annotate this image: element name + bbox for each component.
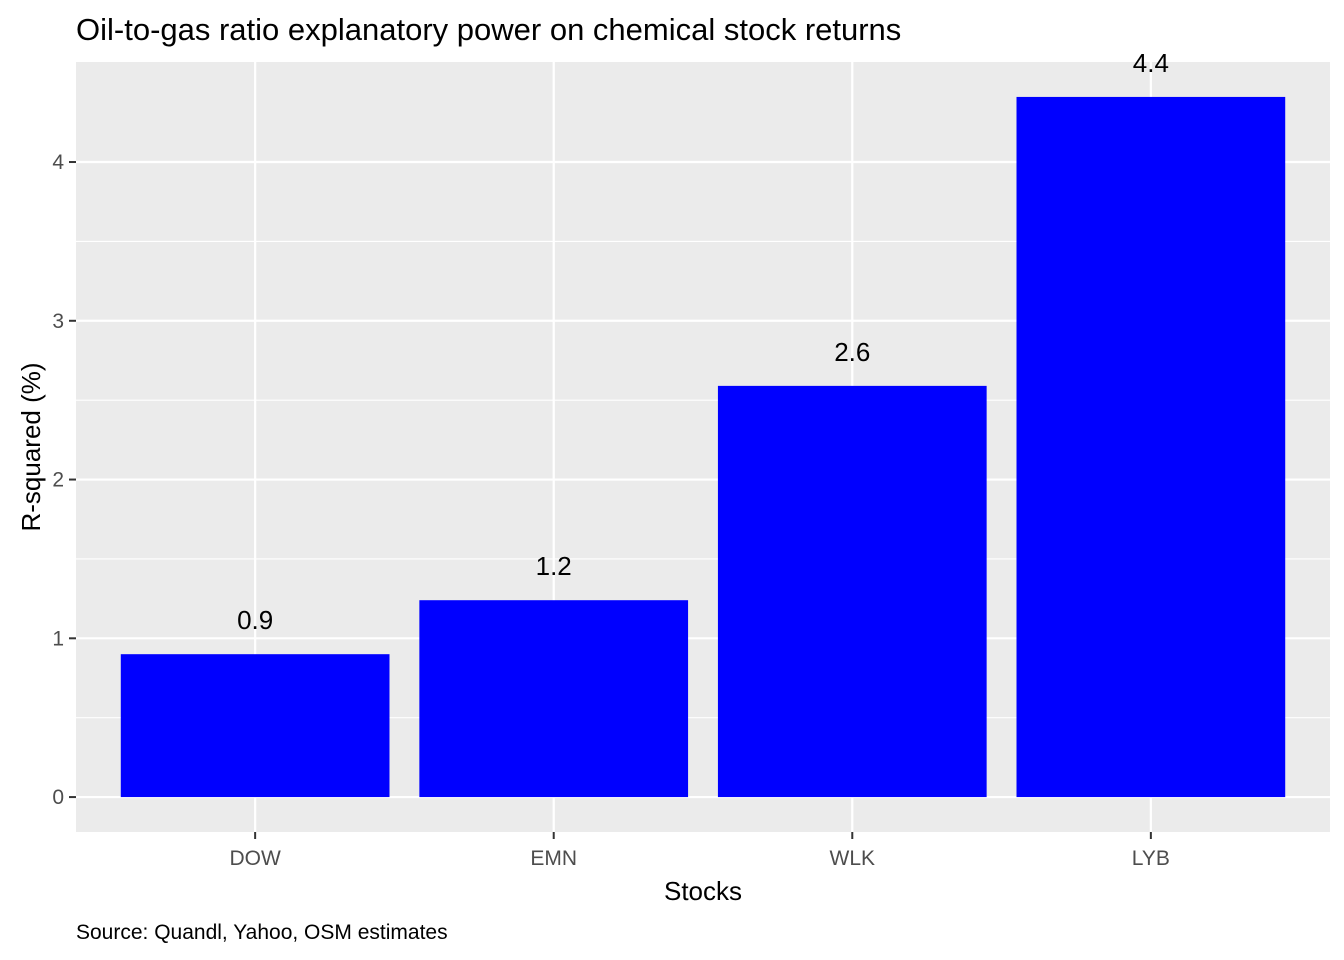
y-tick-label: 1 [52,627,64,650]
chart-title: Oil-to-gas ratio explanatory power on ch… [76,12,901,47]
y-axis-ticks: 0 1 2 3 4 [52,151,76,809]
data-label-dow: 0.9 [237,605,273,635]
x-tick-label-dow: DOW [229,847,281,870]
bar-lyb [1016,96,1286,798]
x-tick-label-lyb: LYB [1132,847,1170,870]
y-tick-label: 4 [52,151,64,174]
source-caption: Source: Quandl, Yahoo, OSM estimates [76,921,448,944]
y-tick-label: 3 [52,310,64,333]
bar-emn [419,600,689,798]
bars [120,96,1286,798]
bar-wlk [717,385,987,798]
data-labels: 0.9 1.2 2.6 4.4 [237,48,1169,635]
bar-dow [120,654,390,798]
x-axis-ticks: DOW EMN WLK LYB [229,832,1170,870]
data-label-wlk: 2.6 [834,337,870,367]
data-label-lyb: 4.4 [1133,48,1169,78]
y-tick-label: 2 [52,469,64,492]
y-axis-title: R-squared (%) [16,362,46,531]
x-tick-label-emn: EMN [530,847,577,870]
x-axis-title: Stocks [664,876,742,906]
y-tick-label: 0 [52,786,64,809]
x-tick-label-wlk: WLK [830,847,876,870]
data-label-emn: 1.2 [536,551,572,581]
